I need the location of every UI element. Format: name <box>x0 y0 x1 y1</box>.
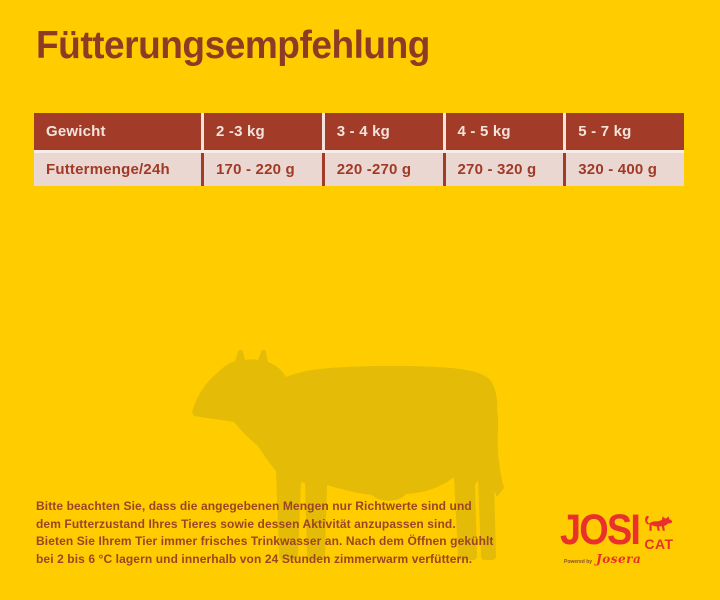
table-row: Futtermenge/24h 170 - 220 g 220 -270 g 2… <box>34 150 684 186</box>
amount-cell-2: 220 -270 g <box>321 153 443 186</box>
brand-species: CAT <box>644 536 674 552</box>
header-cell-5-7kg: 5 - 7 kg <box>563 113 684 150</box>
cow-silhouette-icon <box>192 349 510 563</box>
notes-line-2: dem Futterzustand Ihres Tieres sowie des… <box>36 516 456 531</box>
notes-line-4: bei 2 bis 6 °C lagern und innerhalb von … <box>36 551 473 566</box>
josera-wordmark: Josera <box>596 552 642 566</box>
amount-cell-1: 170 - 220 g <box>201 153 322 186</box>
powered-by-label: Powered by <box>564 559 593 565</box>
row-label-futtermenge: Futtermenge/24h <box>46 161 170 178</box>
notes-line-1: Bitte beachten Sie, dass die angegebenen… <box>36 499 472 513</box>
header-cell-2-3kg: 2 -3 kg <box>201 113 322 150</box>
amount-cell-4: 320 - 400 g <box>563 153 684 186</box>
table-header-row: Gewicht 2 -3 kg 3 - 4 kg 4 - 5 kg 5 - 7 … <box>34 113 684 150</box>
header-cell-gewicht: Gewicht <box>46 123 106 140</box>
brand-logo: JOSI CAT Powered by Josera <box>560 506 710 567</box>
page-title: Fütterungsempfehlung <box>36 24 430 67</box>
header-cell-3-4kg: 3 - 4 kg <box>321 113 443 150</box>
feeding-notes: Bitte beachten Sie, dass die angegebenen… <box>36 498 494 568</box>
brand-name: JOSI <box>560 506 641 554</box>
feeding-table: Gewicht 2 -3 kg 3 - 4 kg 4 - 5 kg 5 - 7 … <box>34 113 684 186</box>
amount-cell-3: 270 - 320 g <box>442 153 564 186</box>
notes-line-3: Bieten Sie Ihrem Tier immer frisches Tri… <box>36 534 494 548</box>
cat-silhouette-icon <box>644 514 674 538</box>
header-cell-4-5kg: 4 - 5 kg <box>442 113 564 150</box>
